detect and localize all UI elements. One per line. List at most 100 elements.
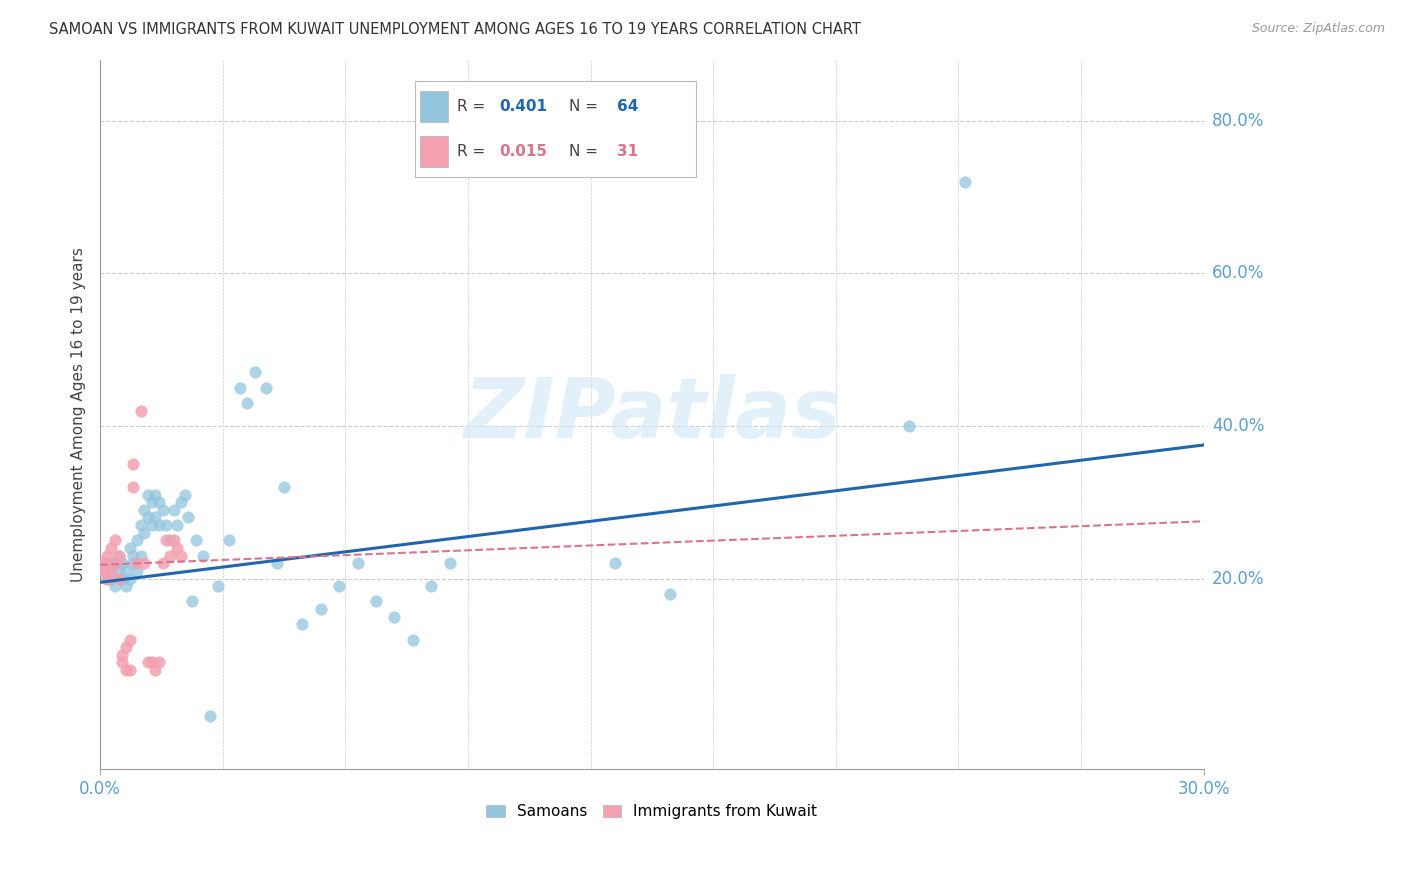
Text: Source: ZipAtlas.com: Source: ZipAtlas.com xyxy=(1251,22,1385,36)
Point xyxy=(181,594,204,608)
Point xyxy=(152,556,174,570)
Y-axis label: Unemployment Among Ages 16 to 19 years: Unemployment Among Ages 16 to 19 years xyxy=(72,247,86,582)
Point xyxy=(177,510,200,524)
Point xyxy=(309,602,332,616)
Point xyxy=(166,518,188,533)
Point xyxy=(229,381,252,395)
Point xyxy=(236,396,259,410)
Point xyxy=(148,495,170,509)
Point xyxy=(291,617,314,632)
Point xyxy=(93,564,115,578)
Legend: Samoans, Immigrants from Kuwait: Samoans, Immigrants from Kuwait xyxy=(481,798,824,825)
Point xyxy=(170,549,193,563)
Point xyxy=(218,533,240,548)
Point xyxy=(953,175,976,189)
Point xyxy=(93,564,115,578)
Point xyxy=(129,403,152,417)
Point xyxy=(115,663,138,677)
Point xyxy=(115,640,138,655)
Text: 60.0%: 60.0% xyxy=(1212,264,1264,282)
Point xyxy=(136,510,159,524)
Point xyxy=(96,549,118,563)
Point xyxy=(136,656,159,670)
Point xyxy=(152,503,174,517)
Point xyxy=(107,549,129,563)
Point xyxy=(104,533,127,548)
Point xyxy=(111,656,134,670)
Point xyxy=(104,556,127,570)
Point xyxy=(166,541,188,555)
Point xyxy=(143,510,166,524)
Point xyxy=(439,556,461,570)
Point xyxy=(346,556,368,570)
Point xyxy=(141,518,163,533)
Point xyxy=(163,503,186,517)
Point xyxy=(111,556,134,570)
Point xyxy=(364,594,387,608)
Point xyxy=(104,579,127,593)
Text: SAMOAN VS IMMIGRANTS FROM KUWAIT UNEMPLOYMENT AMONG AGES 16 TO 19 YEARS CORRELAT: SAMOAN VS IMMIGRANTS FROM KUWAIT UNEMPLO… xyxy=(49,22,860,37)
Point xyxy=(173,487,195,501)
Point xyxy=(170,495,193,509)
Point xyxy=(134,556,156,570)
Point xyxy=(129,549,152,563)
Point xyxy=(155,518,177,533)
Point xyxy=(328,579,350,593)
Point xyxy=(115,579,138,593)
Point xyxy=(143,487,166,501)
Point xyxy=(93,556,115,570)
Point xyxy=(141,495,163,509)
Text: 80.0%: 80.0% xyxy=(1212,112,1264,129)
Point xyxy=(254,381,277,395)
Point xyxy=(96,556,118,570)
Point xyxy=(159,549,181,563)
Point xyxy=(136,487,159,501)
Point xyxy=(898,418,921,433)
Point xyxy=(111,648,134,662)
Point xyxy=(118,663,141,677)
Text: 40.0%: 40.0% xyxy=(1212,417,1264,435)
Point xyxy=(134,525,156,540)
Point xyxy=(402,632,425,647)
Point xyxy=(100,564,122,578)
Point xyxy=(273,480,295,494)
Point xyxy=(100,541,122,555)
Point xyxy=(159,533,181,548)
Point xyxy=(107,549,129,563)
Point xyxy=(118,541,141,555)
Point xyxy=(143,663,166,677)
Point xyxy=(184,533,207,548)
Point xyxy=(104,556,127,570)
Point xyxy=(148,518,170,533)
Point xyxy=(122,457,145,471)
Point xyxy=(384,609,406,624)
Point xyxy=(125,533,148,548)
Point xyxy=(122,480,145,494)
Point xyxy=(100,564,122,578)
Point xyxy=(125,564,148,578)
Point xyxy=(118,572,141,586)
Point xyxy=(191,549,214,563)
Point xyxy=(148,656,170,670)
Point xyxy=(163,533,186,548)
Text: 20.0%: 20.0% xyxy=(1212,569,1264,588)
Point xyxy=(96,572,118,586)
Point xyxy=(111,572,134,586)
Point xyxy=(155,533,177,548)
Point xyxy=(603,556,626,570)
Point xyxy=(122,549,145,563)
Point xyxy=(129,518,152,533)
Point xyxy=(118,632,141,647)
Point xyxy=(100,572,122,586)
Point xyxy=(266,556,288,570)
Point xyxy=(134,503,156,517)
Point xyxy=(125,556,148,570)
Point xyxy=(122,556,145,570)
Point xyxy=(200,709,222,723)
Point xyxy=(659,587,682,601)
Point xyxy=(115,564,138,578)
Point xyxy=(141,656,163,670)
Point xyxy=(107,572,129,586)
Point xyxy=(420,579,443,593)
Point xyxy=(107,564,129,578)
